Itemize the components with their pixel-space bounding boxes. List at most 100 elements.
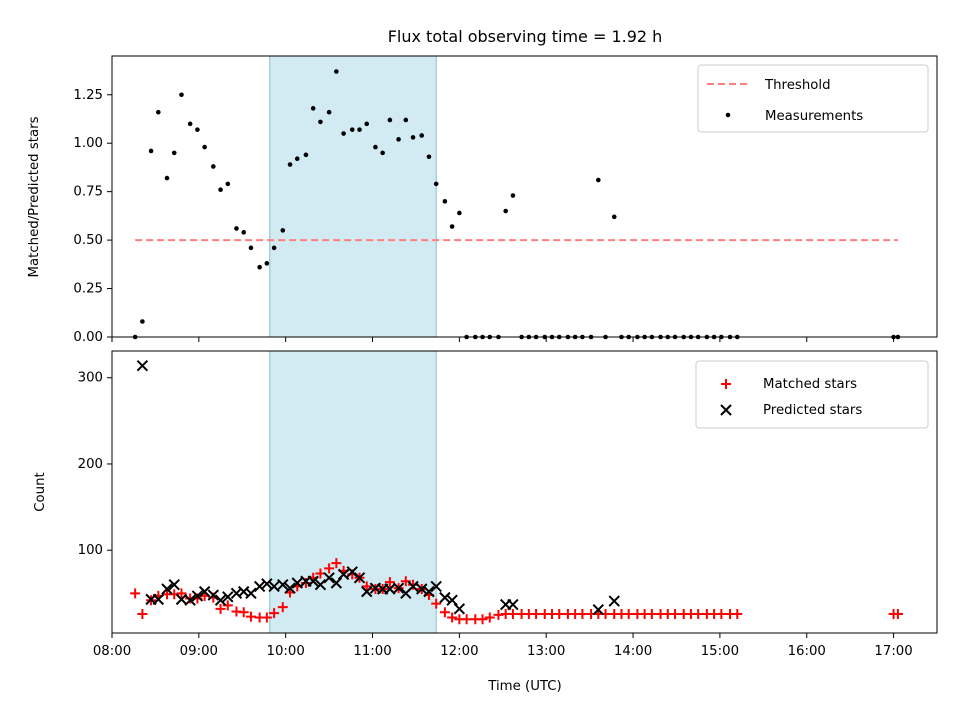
measurement-point	[248, 245, 254, 251]
predicted-point	[184, 594, 196, 606]
matched-point	[461, 614, 472, 625]
measurement-point	[396, 137, 401, 142]
measurement-point	[357, 127, 362, 132]
legend-predicted-swatch	[720, 404, 732, 416]
matched-point	[361, 581, 372, 592]
matched-point	[137, 609, 148, 620]
matched-point	[484, 612, 495, 623]
top-shaded-interval	[269, 55, 437, 338]
predicted-point	[191, 590, 204, 602]
predicted-point	[245, 587, 257, 600]
measurement-point	[433, 181, 439, 187]
matched-point	[384, 577, 395, 588]
matched-point	[531, 609, 542, 620]
measurement-point	[257, 264, 262, 270]
predicted-point	[592, 604, 605, 616]
predicted-point	[291, 577, 303, 589]
measurement-point	[287, 162, 293, 167]
matched-point	[269, 608, 280, 619]
x-tick-label: 16:00	[788, 644, 826, 659]
measurement-point	[171, 150, 177, 156]
matched-point	[277, 602, 288, 613]
measurement-point	[326, 109, 332, 115]
predicted-point	[214, 594, 227, 606]
measurement-point	[334, 69, 339, 74]
matched-point	[176, 588, 187, 599]
top-y-tick-label: 1.25	[73, 88, 103, 103]
matched-point	[892, 609, 903, 620]
x-tick-label: 17:00	[874, 644, 912, 659]
bottom-y-tick-label: 100	[78, 543, 103, 558]
predicted-point	[161, 583, 173, 595]
top-axes-frame	[111, 55, 938, 338]
predicted-point	[423, 585, 435, 598]
matched-point	[693, 609, 704, 620]
measurement-point	[503, 208, 508, 214]
predicted-point	[284, 582, 296, 594]
predicted-point	[307, 575, 319, 587]
predicted-point	[268, 580, 280, 593]
predicted-point	[207, 589, 220, 601]
measurement-point	[449, 224, 455, 229]
matched-point	[439, 607, 450, 618]
bottom-y-tick-label: 300	[78, 371, 103, 386]
measurement-point	[380, 150, 385, 156]
matched-point	[245, 611, 256, 622]
predicted-point	[507, 598, 519, 611]
x-tick-label: 13:00	[527, 644, 565, 659]
measurement-point	[156, 109, 161, 115]
legend-matched-label: Matched stars	[763, 377, 857, 392]
matched-point	[507, 609, 518, 620]
predicted-point	[222, 591, 234, 603]
top-legend: Threshold Measurements	[697, 64, 929, 133]
top-y-tick-label: 0.75	[73, 185, 103, 200]
measurement-point	[164, 175, 170, 181]
matched-point	[324, 563, 335, 574]
measurement-point	[241, 230, 247, 235]
predicted-point	[416, 583, 428, 595]
measurement-point	[187, 121, 193, 127]
x-tick-label: 11:00	[353, 644, 391, 659]
legend-threshold-label: Threshold	[764, 78, 831, 93]
measurement-point	[426, 154, 432, 160]
top-y-tick-label: 1.00	[73, 136, 103, 151]
bottom-panel: 100 200 300 08:00 09:00 10:00 11:00 12:00 13:00…	[33, 350, 938, 694]
predicted-point	[608, 595, 620, 607]
matched-point	[238, 607, 249, 618]
predicted-point	[198, 585, 211, 598]
measurement-point	[364, 121, 370, 127]
top-y-tick-label: 0.50	[73, 233, 103, 248]
bottom-y-axis-label: Count	[33, 472, 48, 512]
predicted-point	[337, 568, 350, 581]
top-y-axis-label: Matched/Predicted stars	[27, 116, 42, 277]
measurement-point	[510, 193, 516, 198]
measurement-point	[148, 148, 154, 154]
matched-point	[577, 609, 588, 620]
predicted-point	[323, 572, 335, 584]
measurement-point	[310, 106, 316, 111]
measurement-point	[387, 117, 393, 123]
matched-point	[261, 612, 272, 623]
legend-matched-swatch	[721, 379, 731, 389]
measurement-point	[442, 199, 448, 204]
x-tick-label: 08:00	[93, 644, 131, 659]
predicted-point	[392, 582, 405, 594]
x-tick-label: 14:00	[614, 644, 652, 659]
predicted-point	[277, 578, 289, 591]
matched-point	[716, 609, 727, 620]
bottom-y-tick-label: 200	[78, 457, 103, 472]
bottom-legend: Matched stars Predicted stars	[695, 360, 929, 429]
bottom-axes-frame	[111, 350, 938, 634]
matched-point	[477, 614, 488, 625]
bottom-shaded-interval	[269, 350, 437, 634]
measurement-point	[179, 92, 184, 98]
predicted-point	[430, 580, 442, 593]
matched-point	[431, 598, 442, 609]
measurement-point	[318, 119, 323, 125]
measurement-point	[596, 177, 601, 183]
matched-point	[130, 588, 141, 599]
x-tick-label: 09:00	[180, 644, 218, 659]
matched-point	[300, 577, 311, 588]
measurement-point	[211, 164, 216, 169]
